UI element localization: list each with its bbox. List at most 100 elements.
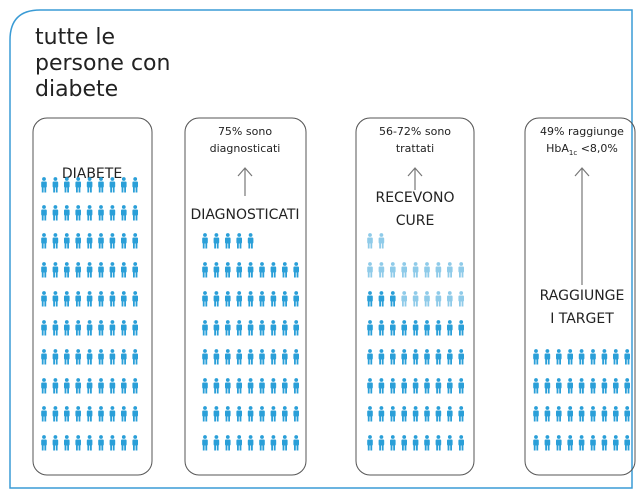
- person-icon: [64, 205, 70, 221]
- person-icon: [64, 320, 70, 336]
- person-icon: [293, 349, 299, 365]
- person-icon: [367, 291, 373, 307]
- person-icon: [293, 435, 299, 451]
- person-icon: [213, 291, 220, 307]
- person-icon: [64, 378, 70, 394]
- person-icon: [447, 378, 453, 394]
- person-icon: [401, 435, 407, 451]
- person-icon: [435, 262, 442, 278]
- person-icon: [109, 291, 116, 307]
- person-icon: [98, 406, 104, 422]
- person-icon: [86, 233, 93, 249]
- person-icon: [378, 233, 385, 249]
- person-icon: [447, 435, 453, 451]
- person-icon: [236, 406, 242, 422]
- person-icon: [121, 262, 127, 278]
- person-icon: [52, 435, 59, 451]
- person-icon: [109, 205, 116, 221]
- person-icon: [424, 406, 430, 422]
- person-icon: [86, 177, 93, 193]
- person-icon: [64, 233, 70, 249]
- title-line: tutte le: [35, 25, 115, 50]
- person-icon: [412, 435, 419, 451]
- person-icon: [52, 406, 59, 422]
- person-icon: [590, 349, 596, 365]
- person-icon: [458, 291, 464, 307]
- person-icon: [293, 320, 299, 336]
- person-icon: [270, 378, 277, 394]
- person-icon: [202, 435, 208, 451]
- person-icon: [75, 291, 81, 307]
- arrow: [574, 167, 590, 285]
- person-icon: [447, 291, 453, 307]
- person-icon: [41, 262, 47, 278]
- person-icon: [447, 406, 453, 422]
- column-frame: [32, 117, 153, 476]
- person-icon: [378, 349, 385, 365]
- person-icon: [98, 320, 104, 336]
- person-icon: [247, 291, 254, 307]
- person-icon: [259, 349, 265, 365]
- person-icon: [225, 406, 231, 422]
- person-icon: [567, 378, 573, 394]
- person-icon: [533, 435, 539, 451]
- person-icon: [75, 406, 81, 422]
- person-icon: [109, 233, 116, 249]
- person-icon: [378, 320, 385, 336]
- person-icon: [52, 378, 59, 394]
- person-icon: [41, 291, 47, 307]
- person-icon: [98, 349, 104, 365]
- column-label: CURE: [396, 213, 435, 229]
- person-icon: [293, 378, 299, 394]
- column-label: I TARGET: [550, 311, 614, 327]
- person-icon: [225, 349, 231, 365]
- person-icon: [52, 262, 59, 278]
- person-icon: [98, 262, 104, 278]
- person-icon: [282, 435, 288, 451]
- person-icon: [41, 378, 47, 394]
- person-icon: [64, 435, 70, 451]
- column-note: diagnosticati: [210, 142, 281, 155]
- person-icon: [401, 349, 407, 365]
- person-icon: [435, 320, 442, 336]
- person-icon: [613, 378, 619, 394]
- person-icon: [41, 233, 47, 249]
- column-frame: [355, 117, 475, 476]
- person-icon: [109, 406, 116, 422]
- person-icon: [390, 262, 396, 278]
- person-icon: [544, 378, 551, 394]
- person-icon: [52, 177, 59, 193]
- person-icon: [247, 378, 254, 394]
- person-icon: [367, 233, 373, 249]
- person-icon: [533, 349, 539, 365]
- person-icon: [259, 406, 265, 422]
- person-icon: [401, 406, 407, 422]
- person-icon: [86, 378, 93, 394]
- person-icon: [109, 320, 116, 336]
- person-icon: [458, 320, 464, 336]
- person-icon: [86, 262, 93, 278]
- person-icon: [75, 233, 81, 249]
- person-icon: [282, 378, 288, 394]
- person-icon: [412, 320, 419, 336]
- person-icon: [98, 378, 104, 394]
- person-icon: [458, 435, 464, 451]
- person-icon: [613, 349, 619, 365]
- person-icon: [424, 349, 430, 365]
- column-note: trattati: [396, 142, 434, 155]
- person-icon: [578, 406, 585, 422]
- person-icon: [109, 177, 116, 193]
- person-icon: [412, 262, 419, 278]
- person-icon: [236, 291, 242, 307]
- person-icon: [132, 262, 138, 278]
- person-icon: [367, 378, 373, 394]
- person-icon: [86, 320, 93, 336]
- person-icon: [458, 262, 464, 278]
- person-icon: [52, 205, 59, 221]
- arrows: [237, 167, 590, 285]
- person-icon: [556, 349, 562, 365]
- person-icon: [86, 349, 93, 365]
- person-icon: [378, 435, 385, 451]
- person-icon: [121, 177, 127, 193]
